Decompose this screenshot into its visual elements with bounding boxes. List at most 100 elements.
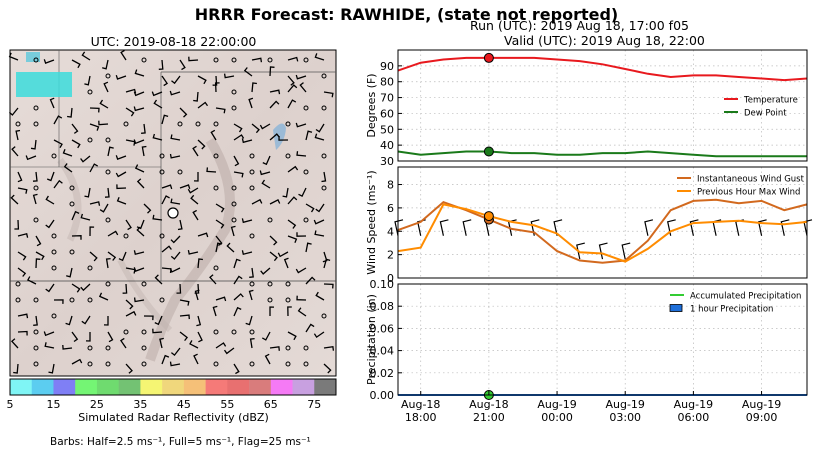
wind-barb: [305, 130, 313, 141]
legend-entry: Temperature: [743, 96, 798, 106]
wind-barb: [122, 283, 128, 294]
calm-wind-marker: [105, 281, 111, 287]
wind-barb: [287, 99, 297, 109]
calm-wind-marker: [249, 361, 255, 367]
calm-wind-marker: [87, 297, 93, 303]
wind-barb: [780, 219, 790, 236]
calm-wind-marker: [249, 185, 255, 191]
colorbar-tick-label: 25: [90, 398, 104, 411]
wind-barb: [621, 242, 631, 260]
calm-wind-marker: [51, 265, 57, 271]
wind-barb: [134, 69, 145, 77]
wind-barb: [192, 209, 199, 221]
series-line: [397, 203, 808, 263]
wind-barb: [44, 342, 55, 349]
calm-wind-marker: [87, 265, 93, 271]
wind-barb: [190, 194, 199, 205]
wind-barb: [45, 283, 55, 293]
wind-barb: [17, 330, 28, 336]
colorbar-segment: [96, 379, 119, 395]
wind-barb: [269, 306, 275, 316]
x-tick-label-time: 03:00: [609, 411, 641, 424]
wind-barb: [193, 91, 199, 102]
figure-title: HRRR Forecast: RAWHIDE, (state not repor…: [194, 5, 619, 24]
legend-swatch: [669, 304, 683, 312]
calm-wind-marker: [285, 297, 291, 303]
wind-barb: [233, 275, 243, 285]
wind-barb: [120, 49, 127, 61]
wind-barb: [314, 133, 325, 141]
legend-entry: Instantaneous Wind Gust: [697, 175, 805, 185]
wind-barb: [269, 251, 278, 262]
wind-barb: [35, 251, 45, 261]
x-tick-label-date: Aug-19: [605, 398, 644, 411]
wind-barb: [161, 75, 169, 87]
wind-barb: [323, 258, 331, 269]
wind-barb: [125, 107, 135, 117]
wind-barb: [394, 219, 404, 236]
wind-barb: [315, 123, 325, 133]
calm-wind-marker: [15, 297, 21, 303]
wind-barb: [141, 145, 147, 157]
wind-barb: [313, 219, 325, 225]
calm-wind-marker: [213, 265, 219, 271]
wind-barb: [48, 363, 55, 374]
wind-barb: [143, 315, 154, 321]
calm-wind-marker: [69, 185, 75, 191]
wind-barb: [298, 187, 307, 197]
colorbar-segment: [205, 379, 228, 395]
wind-barb: [133, 91, 145, 97]
wind-barb: [264, 353, 271, 365]
wind-barb: [197, 101, 209, 109]
wind-barb: [215, 203, 225, 213]
calm-wind-marker: [33, 297, 39, 303]
calm-wind-marker: [141, 57, 147, 63]
calm-wind-marker: [231, 185, 237, 191]
calm-wind-marker: [159, 153, 165, 159]
wind-barb: [170, 235, 181, 244]
wind-barb: [260, 267, 271, 275]
calm-wind-marker: [249, 169, 255, 175]
calm-wind-marker: [51, 313, 57, 319]
wind-barb: [53, 299, 64, 304]
calm-wind-marker: [231, 105, 237, 111]
wind-barb: [305, 242, 312, 253]
wind-barb: [287, 235, 298, 244]
wind-barb: [233, 293, 244, 301]
wind-barb: [43, 331, 55, 337]
wind-barb: [84, 75, 91, 86]
wind-barb: [197, 139, 206, 150]
colorbar-segment: [227, 379, 250, 395]
wind-barb: [11, 146, 19, 157]
wind-barb: [576, 242, 585, 260]
colorbar-segment: [183, 379, 206, 395]
wind-barb: [171, 75, 181, 85]
wind-barb: [321, 171, 327, 183]
calm-wind-marker: [231, 89, 237, 95]
calm-wind-marker: [51, 153, 57, 159]
wind-barb: [35, 258, 41, 269]
wind-barb: [439, 219, 449, 236]
calm-wind-marker: [213, 57, 219, 63]
calm-wind-marker: [213, 121, 219, 127]
wind-barbs: [8, 49, 335, 375]
wind-barb: [89, 201, 101, 206]
calm-wind-marker: [267, 57, 273, 63]
wind-barb: [53, 139, 63, 149]
map-title: UTC: 2019-08-18 22:00:00: [90, 34, 257, 49]
wind-barb: [233, 155, 240, 167]
wind-barb: [295, 122, 307, 128]
x-tick-label-date: Aug-19: [674, 398, 713, 411]
calm-wind-marker: [285, 345, 291, 351]
wind-barb: [71, 283, 81, 293]
wind-barb: [215, 219, 225, 229]
wind-barb: [233, 134, 245, 141]
wind-barb: [104, 187, 110, 198]
calm-wind-marker: [33, 345, 39, 351]
calm-wind-marker: [303, 57, 309, 63]
calm-wind-marker: [141, 345, 147, 351]
wind-barb: [119, 337, 127, 349]
wind-barb: [214, 82, 220, 93]
wind-barb: [295, 74, 307, 80]
wind-barb: [152, 328, 163, 334]
